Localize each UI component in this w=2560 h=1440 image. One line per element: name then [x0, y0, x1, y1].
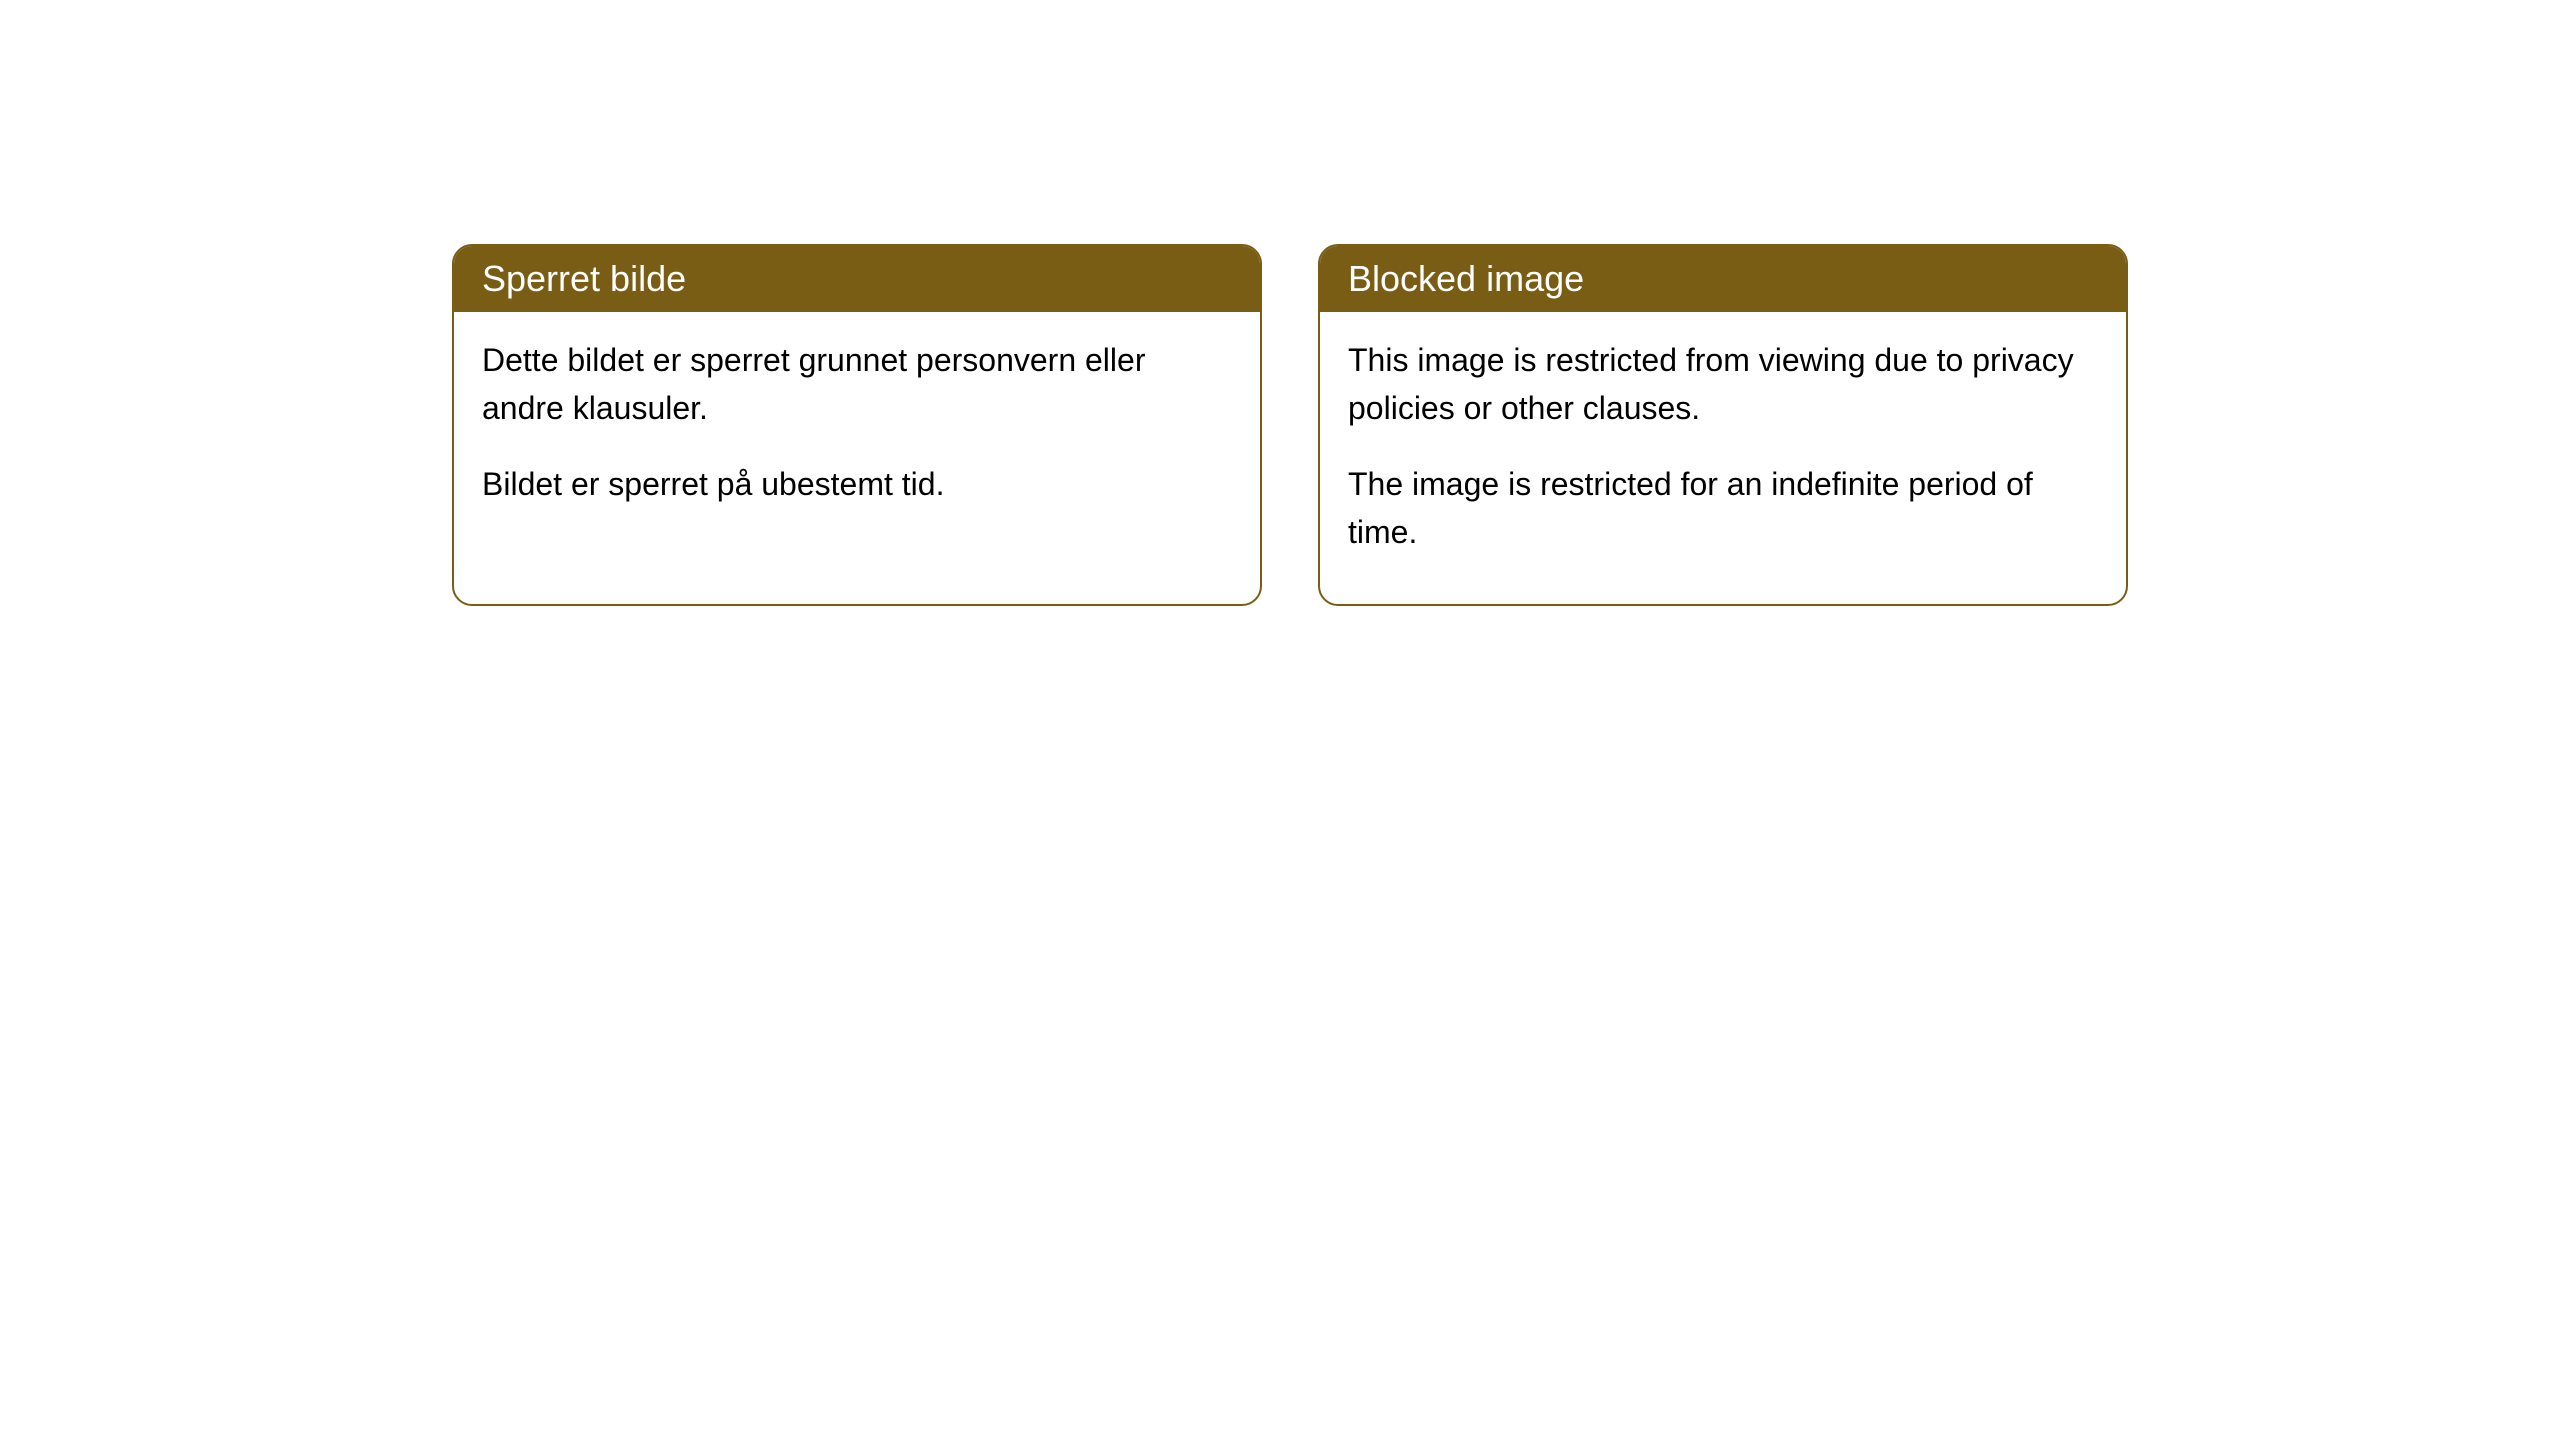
card-header: Blocked image [1320, 246, 2126, 312]
card-body: This image is restricted from viewing du… [1320, 312, 2126, 604]
card-title: Blocked image [1348, 258, 1584, 299]
card-paragraph: Dette bildet er sperret grunnet personve… [482, 336, 1232, 432]
card-paragraph: Bildet er sperret på ubestemt tid. [482, 460, 1232, 508]
card-body: Dette bildet er sperret grunnet personve… [454, 312, 1260, 556]
card-paragraph: This image is restricted from viewing du… [1348, 336, 2098, 432]
notice-cards-container: Sperret bilde Dette bildet er sperret gr… [452, 244, 2128, 606]
card-title: Sperret bilde [482, 258, 686, 299]
notice-card-english: Blocked image This image is restricted f… [1318, 244, 2128, 606]
card-header: Sperret bilde [454, 246, 1260, 312]
card-paragraph: The image is restricted for an indefinit… [1348, 460, 2098, 556]
notice-card-norwegian: Sperret bilde Dette bildet er sperret gr… [452, 244, 1262, 606]
